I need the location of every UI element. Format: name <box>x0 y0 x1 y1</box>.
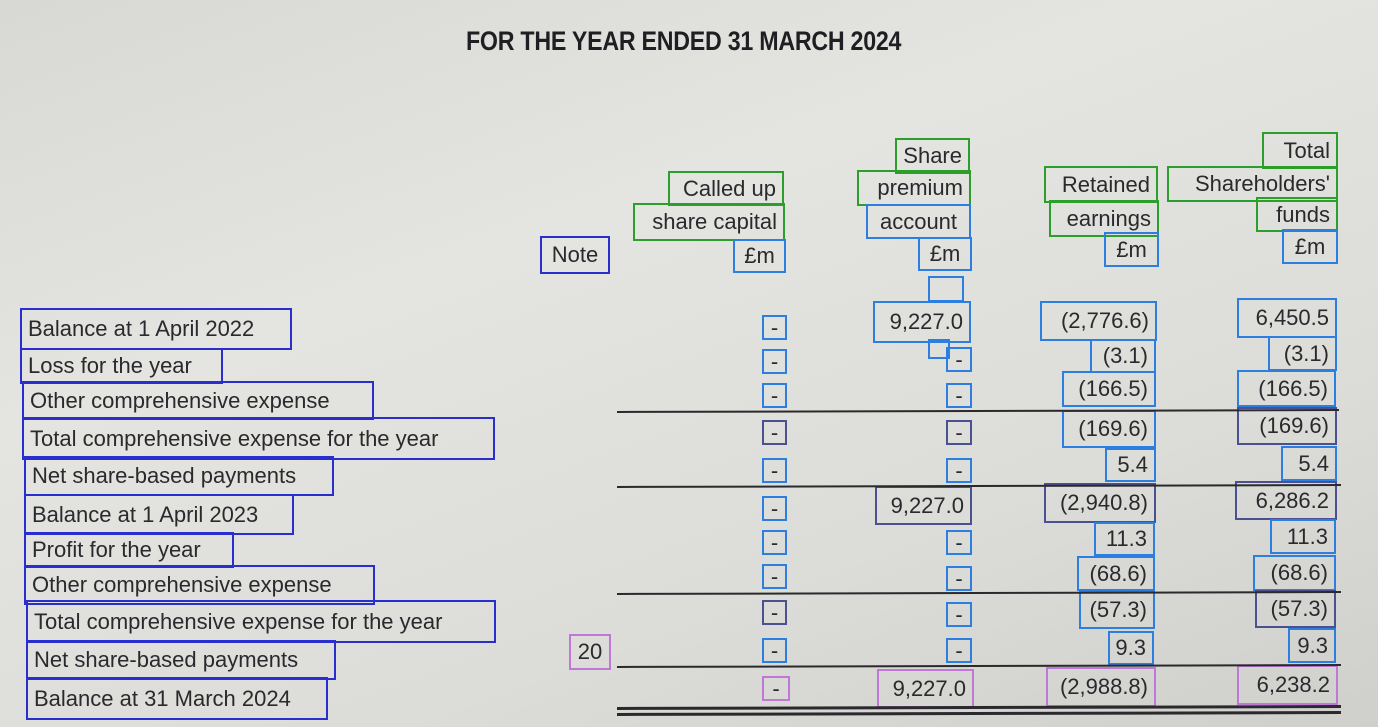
share-capital-cell: - <box>762 349 787 374</box>
share-capital-cell: - <box>762 458 787 483</box>
share-premium-cell: - <box>946 530 972 555</box>
currency-called-up: £m <box>733 239 786 273</box>
share-premium-cell: 9,227.0 <box>877 669 974 708</box>
row-label: Balance at 31 March 2024 <box>26 677 328 720</box>
share-capital-cell: - <box>762 564 787 589</box>
share-premium-cell: - <box>946 602 972 627</box>
currency-total: £m <box>1282 229 1338 264</box>
total-funds-cell: 5.4 <box>1281 446 1337 481</box>
header-note: Note <box>540 236 610 274</box>
retained-earnings-cell: (68.6) <box>1077 556 1155 591</box>
total-funds-cell: 11.3 <box>1270 519 1336 554</box>
retained-earnings-cell: (57.3) <box>1079 591 1155 629</box>
share-capital-cell: - <box>762 638 787 663</box>
total-funds-cell: (68.6) <box>1253 555 1336 591</box>
retained-earnings-cell: 9.3 <box>1108 631 1154 665</box>
share-capital-cell: - <box>762 676 790 701</box>
row-label: Total comprehensive expense for the year <box>26 600 496 643</box>
currency-retained: £m <box>1104 232 1159 267</box>
subtotal-rule <box>616 591 1342 595</box>
share-capital-cell: - <box>762 315 787 340</box>
header-total: Total <box>1262 132 1338 169</box>
share-capital-cell: - <box>762 420 787 445</box>
total-funds-cell: 9.3 <box>1288 628 1336 663</box>
header-called-up: Called up <box>668 171 784 206</box>
header-retained: Retained <box>1044 166 1158 203</box>
share-capital-cell: - <box>762 496 787 521</box>
total-rule <box>616 705 1342 710</box>
subtotal-rule <box>616 409 1340 413</box>
retained-earnings-cell: 11.3 <box>1094 522 1155 556</box>
share-premium-cell: - <box>946 458 972 483</box>
row-label: Profit for the year <box>24 532 234 568</box>
header-account: account <box>866 204 971 239</box>
row-label: Net share-based payments <box>24 456 334 496</box>
row-label: Loss for the year <box>20 348 223 384</box>
share-capital-cell: - <box>762 530 787 555</box>
row-label: Net share-based payments <box>26 640 336 680</box>
page-title: FOR THE YEAR ENDED 31 MARCH 2024 <box>466 26 902 56</box>
share-premium-cell: 9,227.0 <box>873 301 971 343</box>
row-label: Balance at 1 April 2023 <box>24 494 294 535</box>
row-label: Balance at 1 April 2022 <box>20 308 292 350</box>
share-premium-cell: - <box>946 347 972 372</box>
total-funds-cell: 6,286.2 <box>1235 481 1337 520</box>
total-funds-cell: (3.1) <box>1268 336 1337 371</box>
row-label: Total comprehensive expense for the year <box>22 417 495 460</box>
header-share-capital: share capital <box>633 203 785 241</box>
row-marker <box>928 339 950 359</box>
subtotal-rule <box>616 664 1342 668</box>
row-label: Other comprehensive expense <box>22 381 374 420</box>
currency-premium: £m <box>918 237 972 271</box>
share-premium-cell: 9,227.0 <box>875 486 972 525</box>
retained-earnings-cell: (166.5) <box>1062 371 1156 407</box>
note-reference: 20 <box>569 634 611 670</box>
retained-earnings-cell: (169.6) <box>1062 410 1156 448</box>
retained-earnings-cell: (2,940.8) <box>1044 483 1156 523</box>
total-funds-cell: (57.3) <box>1255 590 1336 628</box>
header-funds: funds <box>1256 197 1338 232</box>
header-share: Share <box>895 138 970 174</box>
header-premium: premium <box>857 170 971 206</box>
share-premium-cell: - <box>946 566 972 591</box>
total-funds-cell: 6,450.5 <box>1237 298 1337 338</box>
header-shareholders: Shareholders' <box>1167 166 1338 202</box>
subtotal-rule <box>616 484 1342 488</box>
share-premium-cell: - <box>946 383 972 408</box>
retained-earnings-cell: (2,988.8) <box>1046 667 1156 707</box>
total-double-rule <box>616 711 1342 716</box>
total-funds-cell: (169.6) <box>1237 407 1337 445</box>
total-funds-cell: 6,238.2 <box>1237 665 1338 705</box>
share-capital-cell: - <box>762 600 787 625</box>
retained-earnings-cell: 5.4 <box>1105 448 1156 482</box>
total-funds-cell: (166.5) <box>1237 370 1336 407</box>
share-capital-cell: - <box>762 383 787 408</box>
retained-earnings-cell: (3.1) <box>1090 339 1156 373</box>
empty-cell-marker <box>928 276 964 302</box>
row-label: Other comprehensive expense <box>24 565 375 605</box>
retained-earnings-cell: (2,776.6) <box>1040 301 1157 341</box>
share-premium-cell: - <box>946 420 972 445</box>
share-premium-cell: - <box>946 638 972 663</box>
